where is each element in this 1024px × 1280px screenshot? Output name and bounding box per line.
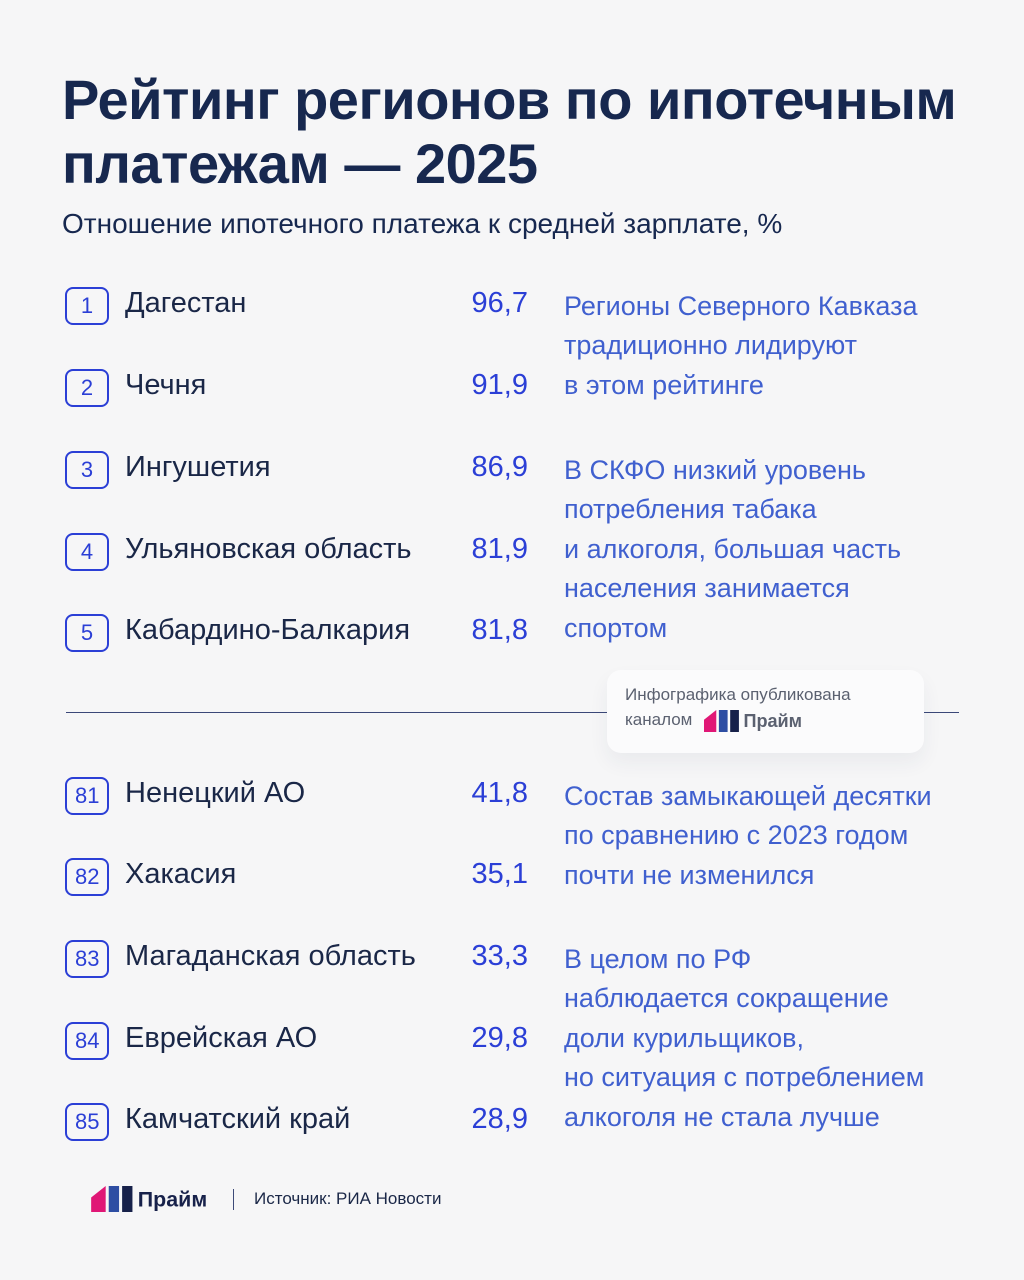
svg-text:Прайм: Прайм	[138, 1187, 207, 1211]
svg-text:Прайм: Прайм	[744, 711, 802, 731]
